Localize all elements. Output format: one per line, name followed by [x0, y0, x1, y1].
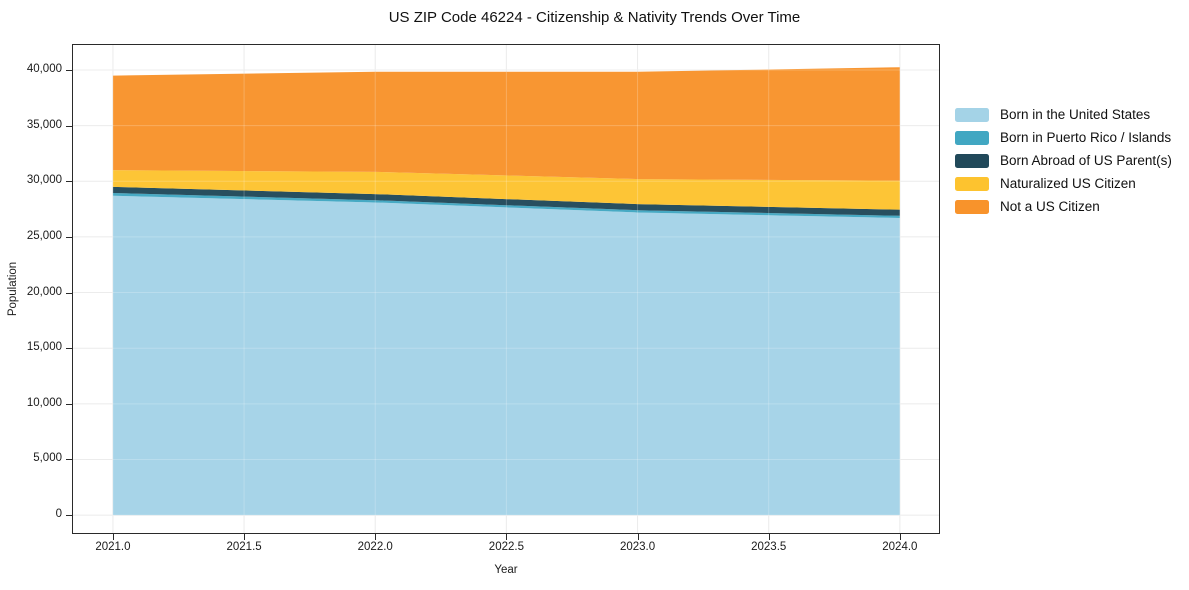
- area-series-0: [112, 195, 900, 516]
- chart-title: US ZIP Code 46224 - Citizenship & Nativi…: [388, 9, 801, 26]
- legend-swatch-icon: [955, 199, 989, 214]
- area-series-4: [112, 67, 900, 181]
- x-tick-label: 2024.0: [882, 541, 918, 553]
- y-tick-mark: [66, 348, 72, 350]
- legend-swatch-icon: [955, 130, 989, 145]
- y-tick-label: 40,000: [26, 63, 62, 76]
- legend-swatch-icon: [955, 107, 989, 122]
- x-tick-label: 2023.5: [751, 541, 787, 553]
- y-tick-label: 35,000: [26, 118, 62, 131]
- x-tick-label: 2022.0: [357, 541, 393, 553]
- x-tick-mark: [375, 534, 377, 540]
- x-tick-mark: [112, 534, 114, 540]
- axes-frame: [72, 44, 940, 534]
- y-tick-mark: [66, 515, 72, 517]
- x-tick-mark: [768, 534, 770, 540]
- legend-label: Born in the United States: [1000, 107, 1151, 122]
- plot-area: [72, 44, 940, 534]
- legend-label: Born Abroad of US Parent(s): [1000, 153, 1172, 168]
- legend-swatch-icon: [955, 176, 989, 191]
- legend-label: Naturalized US Citizen: [1000, 176, 1136, 191]
- legend-item: Naturalized US Citizen: [955, 172, 1172, 195]
- area-series-3: [112, 170, 900, 210]
- legend-item: Born in Puerto Rico / Islands: [955, 126, 1172, 149]
- y-tick-mark: [66, 403, 72, 405]
- legend: Born in the United States Born in Puerto …: [955, 103, 1172, 218]
- x-tick-mark: [899, 534, 901, 540]
- x-tick-mark: [506, 534, 508, 540]
- gridlines-overlay: [72, 44, 940, 534]
- y-tick-mark: [66, 125, 72, 127]
- y-tick-mark: [66, 459, 72, 461]
- x-tick-label: 2023.0: [619, 541, 656, 553]
- area-series-2: [112, 186, 900, 216]
- y-tick-label: 15,000: [26, 341, 62, 354]
- y-tick-mark: [66, 236, 72, 238]
- y-tick-label: 25,000: [26, 229, 62, 242]
- x-tick-label: 2022.5: [488, 541, 524, 553]
- y-tick-label: 20,000: [26, 285, 62, 298]
- area-series-1: [112, 192, 900, 219]
- legend-swatch-icon: [955, 153, 989, 168]
- x-tick-label: 2021.0: [95, 541, 131, 553]
- legend-label: Not a US Citizen: [1000, 199, 1100, 214]
- legend-item: Born Abroad of US Parent(s): [955, 149, 1172, 172]
- x-axis-title: Year: [494, 564, 518, 576]
- x-tick-label: 2021.5: [226, 541, 262, 553]
- x-tick-mark: [244, 534, 246, 540]
- y-tick-mark: [66, 70, 72, 72]
- legend-item: Not a US Citizen: [955, 195, 1172, 218]
- stacked-area-chart: [72, 44, 940, 534]
- y-tick-label: 0: [55, 508, 62, 521]
- stacked-areas: [112, 67, 900, 516]
- y-tick-label: 10,000: [26, 396, 62, 409]
- y-tick-mark: [66, 292, 72, 294]
- y-tick-label: 5,000: [33, 452, 62, 465]
- y-tick-label: 30,000: [26, 174, 62, 187]
- y-tick-mark: [66, 181, 72, 183]
- x-tick-mark: [637, 534, 639, 540]
- legend-label: Born in Puerto Rico / Islands: [1000, 130, 1172, 145]
- legend-item: Born in the United States: [955, 103, 1172, 126]
